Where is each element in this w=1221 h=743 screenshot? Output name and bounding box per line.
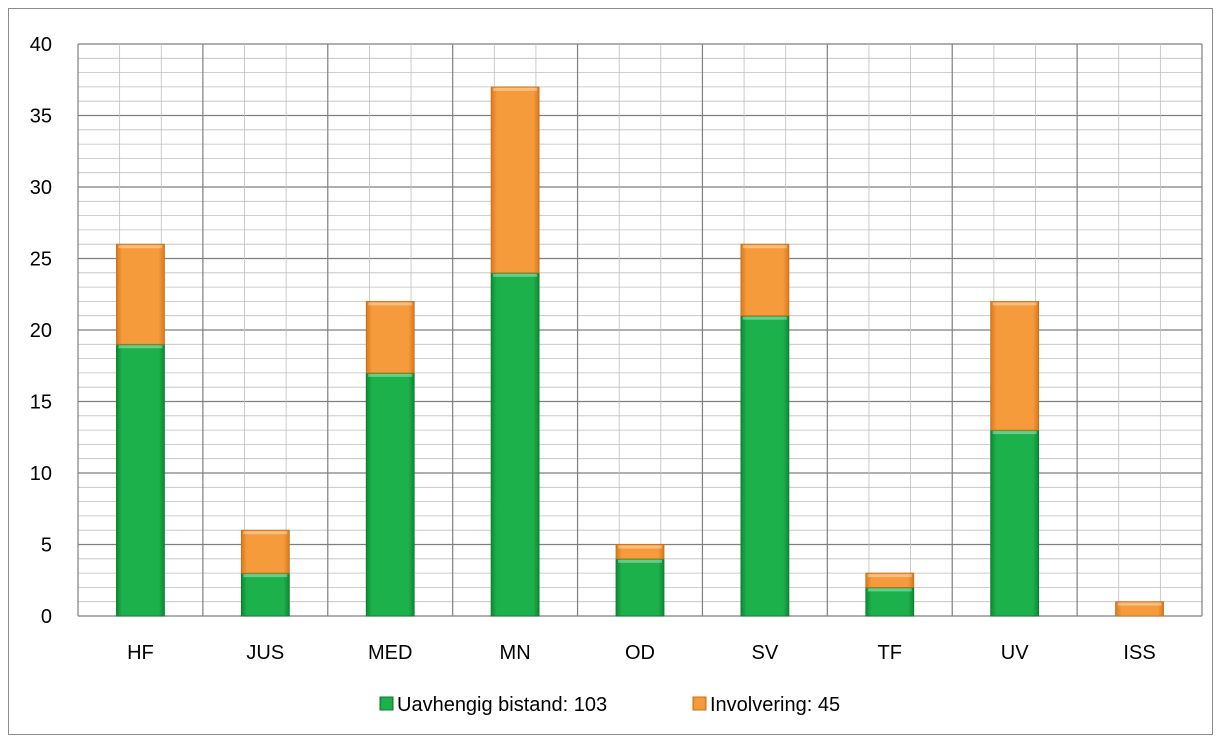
bar-bevel-od-series-2 xyxy=(618,545,662,549)
x-tick-label: UV xyxy=(1001,642,1029,664)
legend-label: Involvering: 45 xyxy=(710,694,840,716)
bar-bevel-med-series-2 xyxy=(368,302,413,306)
y-axis-labels: 0 5 10 15 20 25 30 35 40 xyxy=(30,34,52,628)
bar-hf-series-1 xyxy=(116,343,165,617)
x-axis-labels: HF JUS MED MN OD SV TF UV ISS xyxy=(127,642,1156,664)
bar-bevel-sv-series-1 xyxy=(742,316,787,320)
bar-bevel-jus-series-2 xyxy=(243,531,288,535)
bar-bevel-tf-series-2 xyxy=(867,574,912,578)
bar-mn-series-2 xyxy=(490,86,540,274)
legend: Uavhengig bistand: 103 Involvering: 45 xyxy=(379,694,840,716)
x-tick-label: OD xyxy=(625,642,655,664)
x-tick-label: JUS xyxy=(246,642,284,664)
bar-jus-series-1 xyxy=(240,572,290,617)
bar-iss-series-2 xyxy=(1115,601,1164,617)
bar-bevel-od-series-1 xyxy=(618,559,662,563)
bar-sv-series-1 xyxy=(740,315,790,617)
bar-tf-series-1 xyxy=(865,587,915,617)
y-tick-label: 20 xyxy=(30,320,52,342)
bar-bevel-jus-series-1 xyxy=(243,574,288,578)
bar-jus-series-2 xyxy=(240,529,290,574)
y-tick-label: 30 xyxy=(30,177,52,199)
y-tick-label: 15 xyxy=(30,392,52,414)
bar-uv-series-1 xyxy=(990,429,1040,617)
bars xyxy=(116,86,1164,617)
bar-bevel-mn-series-1 xyxy=(493,273,538,277)
legend-swatch xyxy=(692,696,707,711)
bar-uv-series-2 xyxy=(990,300,1040,431)
x-tick-label: HF xyxy=(127,642,154,664)
x-tick-label: TF xyxy=(878,642,902,664)
bar-bevel-tf-series-1 xyxy=(867,588,912,592)
y-tick-label: 40 xyxy=(30,34,52,56)
x-tick-label: ISS xyxy=(1123,642,1155,664)
bar-bevel-med-series-1 xyxy=(368,373,413,377)
legend-label: Uavhengig bistand: 103 xyxy=(397,694,607,716)
bar-hf-series-2 xyxy=(116,243,165,345)
bar-od-series-1 xyxy=(615,558,665,617)
legend-swatch xyxy=(379,696,394,711)
x-tick-label: MN xyxy=(500,642,531,664)
bar-med-series-1 xyxy=(365,372,415,617)
bar-bevel-hf-series-2 xyxy=(118,245,163,249)
bar-bevel-hf-series-1 xyxy=(118,345,163,349)
bar-mn-series-1 xyxy=(490,272,540,617)
bar-bevel-mn-series-2 xyxy=(493,87,538,91)
y-tick-label: 10 xyxy=(30,463,52,485)
bar-tf-series-2 xyxy=(865,572,915,588)
bar-med-series-2 xyxy=(365,300,415,374)
y-tick-label: 35 xyxy=(30,106,52,128)
bar-bevel-iss-series-2 xyxy=(1117,602,1162,606)
bar-bevel-sv-series-2 xyxy=(742,245,787,249)
y-tick-label: 25 xyxy=(30,249,52,271)
bar-bevel-uv-series-2 xyxy=(992,302,1037,306)
x-tick-label: MED xyxy=(368,642,412,664)
y-tick-label: 0 xyxy=(41,606,52,628)
x-tick-label: SV xyxy=(752,642,779,664)
y-tick-label: 5 xyxy=(41,535,52,557)
bar-bevel-uv-series-1 xyxy=(992,431,1037,435)
bar-sv-series-2 xyxy=(740,243,790,317)
bar-od-series-2 xyxy=(615,544,665,560)
